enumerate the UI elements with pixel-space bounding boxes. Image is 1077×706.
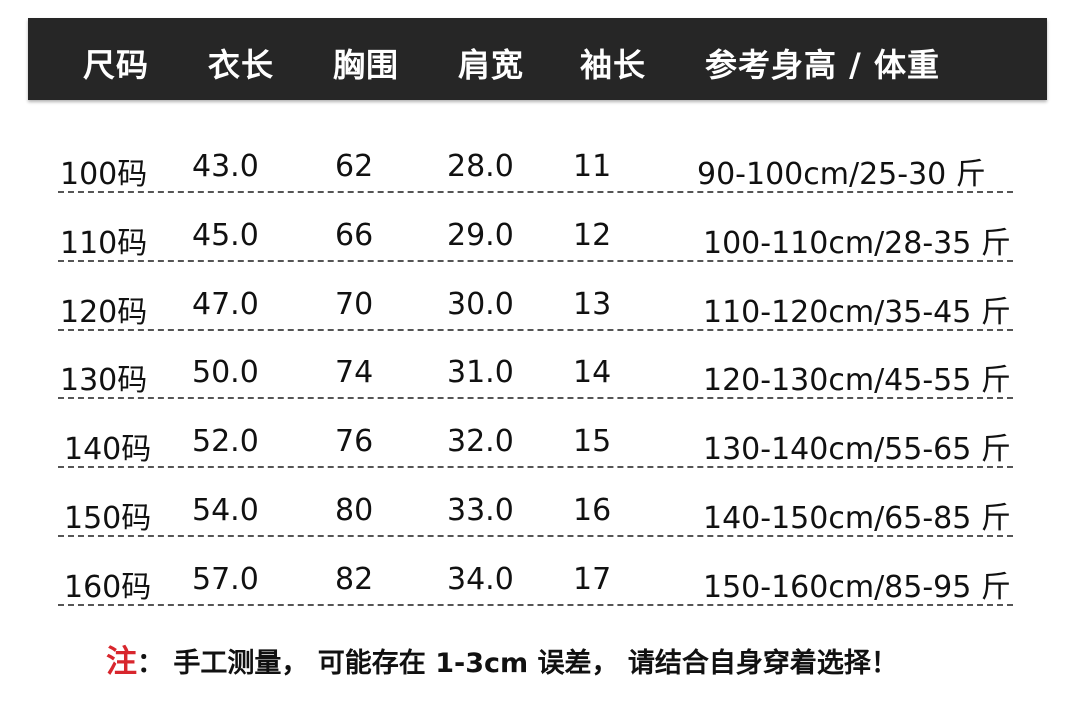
row-divider xyxy=(58,466,1013,469)
cell-reference: 150-160cm/85-95 斤 xyxy=(703,569,1011,605)
cell-chest: 80 xyxy=(335,493,374,528)
table-row: 110码 45.0 66 29.0 12 100-110cm/28-35 斤 xyxy=(0,206,1077,275)
table-header: 尺码 衣长 胸围 肩宽 袖长 参考身高 / 体重 xyxy=(28,18,1047,100)
cell-sleeve: 17 xyxy=(573,561,612,597)
cell-length: 45.0 xyxy=(192,217,259,253)
header-length: 衣长 xyxy=(208,46,275,84)
cell-sleeve: 12 xyxy=(573,217,612,253)
header-size: 尺码 xyxy=(83,46,150,84)
cell-length: 47.0 xyxy=(192,286,259,322)
cell-length: 54.0 xyxy=(192,493,259,528)
cell-shoulder: 31.0 xyxy=(447,355,514,391)
cell-sleeve: 13 xyxy=(573,286,612,322)
note: 注： 手工测量， 可能存在 1-3cm 误差， 请结合自身穿着选择！ xyxy=(106,636,898,681)
header-chest: 胸围 xyxy=(333,46,400,84)
cell-shoulder: 34.0 xyxy=(447,561,514,597)
cell-size: 120码 xyxy=(60,294,148,330)
cell-shoulder: 32.0 xyxy=(447,424,514,460)
cell-chest: 66 xyxy=(335,217,374,253)
cell-sleeve: 14 xyxy=(573,355,612,391)
row-divider xyxy=(58,397,1013,400)
cell-size: 140码 xyxy=(64,432,152,468)
cell-chest: 82 xyxy=(335,561,374,597)
cell-chest: 62 xyxy=(335,149,374,184)
cell-sleeve: 16 xyxy=(573,493,612,528)
table-row: 100码 43.0 62 28.0 11 90-100cm/25-30 斤 xyxy=(0,137,1077,206)
cell-size: 110码 xyxy=(60,225,148,261)
cell-size: 160码 xyxy=(64,569,152,605)
header-shoulder: 肩宽 xyxy=(458,46,525,84)
cell-size: 100码 xyxy=(60,157,148,192)
row-divider xyxy=(58,603,1013,606)
cell-length: 43.0 xyxy=(192,149,259,184)
cell-reference: 130-140cm/55-65 斤 xyxy=(703,432,1011,468)
cell-reference: 140-150cm/65-85 斤 xyxy=(703,501,1011,536)
row-divider xyxy=(58,328,1013,331)
cell-shoulder: 29.0 xyxy=(447,217,514,253)
note-mark: 注 xyxy=(106,644,137,680)
cell-size: 150码 xyxy=(64,501,152,536)
row-divider xyxy=(58,535,1013,537)
table-row: 140码 52.0 76 32.0 15 130-140cm/55-65 斤 xyxy=(0,412,1077,481)
row-divider xyxy=(58,191,1013,193)
cell-sleeve: 15 xyxy=(573,424,612,460)
cell-size: 130码 xyxy=(60,363,148,399)
cell-reference: 100-110cm/28-35 斤 xyxy=(703,225,1011,261)
cell-length: 57.0 xyxy=(192,561,259,597)
cell-reference: 110-120cm/35-45 斤 xyxy=(703,294,1011,330)
cell-length: 52.0 xyxy=(192,424,259,460)
cell-shoulder: 30.0 xyxy=(447,286,514,322)
cell-reference: 90-100cm/25-30 斤 xyxy=(697,157,986,192)
cell-chest: 74 xyxy=(335,355,374,391)
cell-reference: 120-130cm/45-55 斤 xyxy=(703,363,1011,399)
cell-length: 50.0 xyxy=(192,355,259,391)
row-divider xyxy=(58,259,1013,262)
table-row: 150码 54.0 80 33.0 16 140-150cm/65-85 斤 xyxy=(0,481,1077,550)
table-row: 130码 50.0 74 31.0 14 120-130cm/45-55 斤 xyxy=(0,343,1077,412)
table-row: 120码 47.0 70 30.0 13 110-120cm/35-45 斤 xyxy=(0,275,1077,344)
cell-shoulder: 33.0 xyxy=(447,493,514,528)
cell-chest: 76 xyxy=(335,424,374,460)
header-reference: 参考身高 / 体重 xyxy=(705,46,940,84)
table-row: 160码 57.0 82 34.0 17 150-160cm/85-95 斤 xyxy=(0,550,1077,619)
cell-shoulder: 28.0 xyxy=(447,149,514,184)
note-text: ： 手工测量， 可能存在 1-3cm 误差， 请结合自身穿着选择！ xyxy=(137,648,898,679)
cell-sleeve: 11 xyxy=(573,149,612,184)
header-sleeve: 袖长 xyxy=(580,46,647,84)
cell-chest: 70 xyxy=(335,286,374,322)
